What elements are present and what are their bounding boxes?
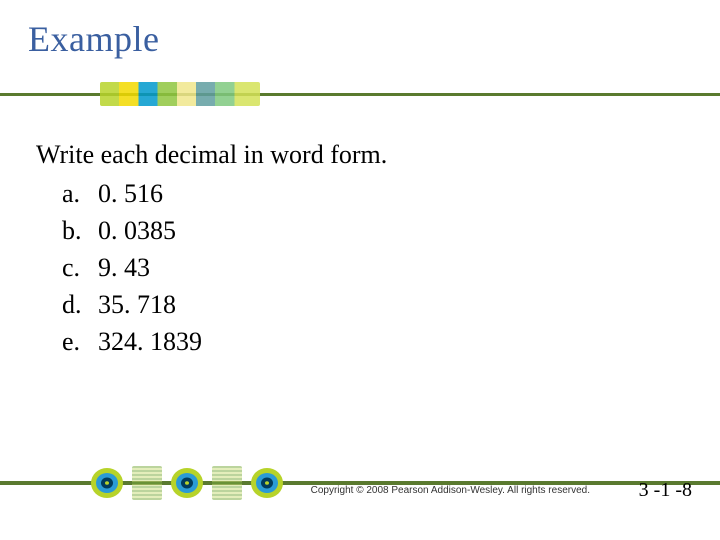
stripe-icon xyxy=(132,466,162,500)
title-decor-band xyxy=(0,82,720,106)
list-item: e. 324. 1839 xyxy=(62,324,676,361)
title-band-swatch xyxy=(100,82,260,106)
stripe-icon xyxy=(212,466,242,500)
concentric-icon xyxy=(90,466,124,500)
list-item: a. 0. 516 xyxy=(62,176,676,213)
item-list: a. 0. 516 b. 0. 0385 c. 9. 43 d. 35. 718… xyxy=(62,176,676,361)
body-area: Write each decimal in word form. a. 0. 5… xyxy=(36,140,676,361)
item-letter: c. xyxy=(62,250,98,287)
prompt-text: Write each decimal in word form. xyxy=(36,140,676,170)
item-value: 324. 1839 xyxy=(98,324,202,361)
item-letter: d. xyxy=(62,287,98,324)
list-item: b. 0. 0385 xyxy=(62,213,676,250)
slide-title: Example xyxy=(28,18,720,60)
title-area: Example xyxy=(0,0,720,60)
item-letter: a. xyxy=(62,176,98,213)
page-number: 3 -1 -8 xyxy=(639,479,692,502)
item-value: 0. 516 xyxy=(98,176,163,213)
footer-band-swatch xyxy=(90,466,300,500)
concentric-icon xyxy=(250,466,284,500)
item-letter: b. xyxy=(62,213,98,250)
copyright-text: Copyright © 2008 Pearson Addison-Wesley.… xyxy=(311,485,590,496)
item-value: 0. 0385 xyxy=(98,213,176,250)
item-value: 9. 43 xyxy=(98,250,150,287)
concentric-icon xyxy=(170,466,204,500)
slide: Example Write each decimal in word form.… xyxy=(0,0,720,540)
item-value: 35. 718 xyxy=(98,287,176,324)
list-item: c. 9. 43 xyxy=(62,250,676,287)
list-item: d. 35. 718 xyxy=(62,287,676,324)
item-letter: e. xyxy=(62,324,98,361)
